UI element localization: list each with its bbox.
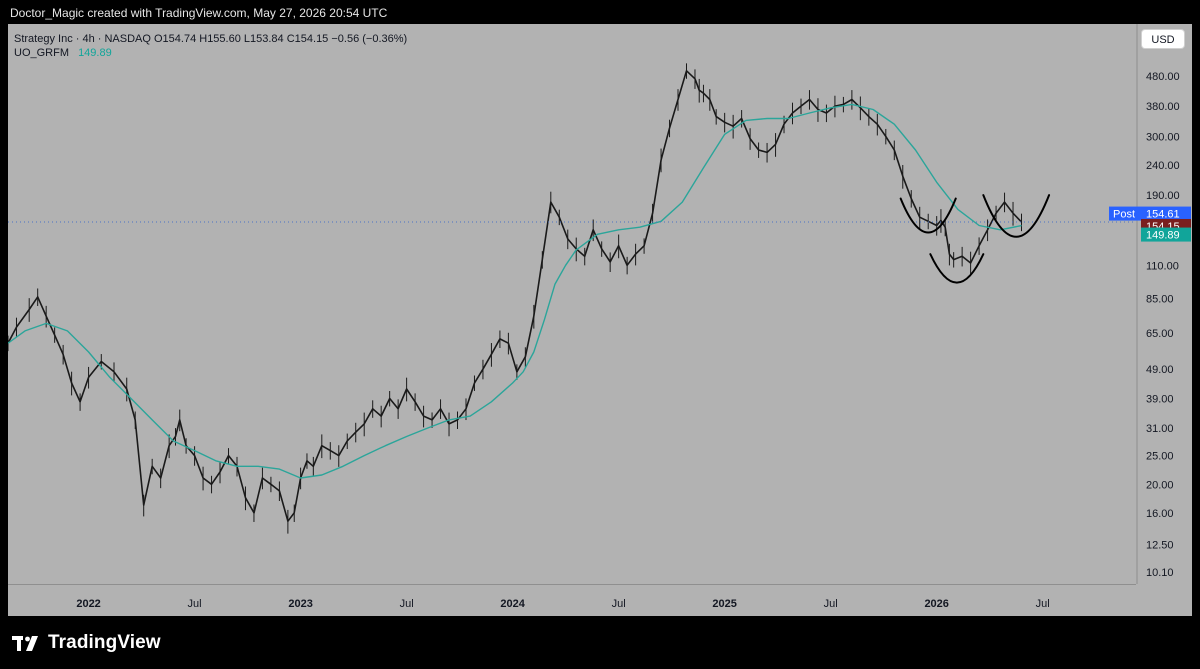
y-tick-label: 31.00	[1146, 423, 1174, 435]
ma-value-badge-text: 149.89	[1146, 230, 1180, 242]
post-label-tag	[1109, 206, 1141, 221]
drawing-arc	[929, 253, 985, 284]
x-tick-label: Jul	[824, 598, 838, 610]
y-tick-label: 12.50	[1146, 540, 1174, 552]
drawing-arc	[982, 194, 1051, 238]
ma-series-line	[8, 103, 1022, 479]
x-tick-label: Jul	[1036, 598, 1050, 610]
indicator-legend[interactable]: UO_GRFM 149.89	[14, 46, 407, 60]
post-price-badge-text: 154.61	[1146, 209, 1180, 221]
y-tick-label: 190.00	[1146, 190, 1180, 202]
x-tick-label: Jul	[612, 598, 626, 610]
indicator-value: 149.89	[78, 47, 112, 59]
y-tick-label: 39.00	[1146, 393, 1174, 405]
y-tick-label: 85.00	[1146, 293, 1174, 305]
tradingview-logo[interactable]: TradingView	[12, 631, 161, 655]
x-tick-label: 2023	[288, 598, 312, 610]
y-tick-label: 16.00	[1146, 508, 1174, 520]
post-label-text: Post	[1113, 209, 1135, 221]
post-price-badge	[1141, 206, 1191, 221]
chart-legend: Strategy Inc · 4h · NASDAQ O154.74 H155.…	[14, 32, 407, 60]
chart-caption: Doctor_Magic created with TradingView.co…	[10, 6, 388, 20]
x-tick-label: Jul	[188, 598, 202, 610]
y-tick-label: 380.00	[1146, 101, 1180, 113]
tradingview-brand: TradingView	[48, 632, 161, 653]
price-chart[interactable]: 640.00480.00380.00300.00240.00190.00150.…	[8, 24, 1192, 616]
y-tick-label: 25.00	[1146, 451, 1174, 463]
y-tick-label: 10.10	[1146, 567, 1174, 579]
y-tick-label: 20.00	[1146, 479, 1174, 491]
symbol-ohlc-line: Strategy Inc · 4h · NASDAQ O154.74 H155.…	[14, 33, 408, 45]
currency-button[interactable]: USD	[1141, 29, 1185, 49]
tradingview-logo-icon	[12, 636, 38, 651]
y-tick-label: 300.00	[1146, 131, 1180, 143]
x-tick-label: 2025	[712, 598, 736, 610]
ma-value-badge	[1141, 227, 1191, 242]
y-tick-label: 49.00	[1146, 364, 1174, 376]
x-tick-label: Jul	[400, 598, 414, 610]
x-tick-label: 2026	[924, 598, 948, 610]
price-series-line	[8, 70, 1023, 522]
drawing-arc	[899, 197, 957, 234]
y-tick-label: 110.00	[1146, 260, 1179, 272]
indicator-name: UO_GRFM	[14, 47, 69, 59]
chart-pane[interactable]: 640.00480.00380.00300.00240.00190.00150.…	[8, 24, 1192, 616]
x-tick-label: 2022	[76, 598, 100, 610]
y-tick-label: 65.00	[1146, 328, 1174, 340]
y-tick-label: 480.00	[1146, 71, 1180, 83]
x-tick-label: 2024	[500, 598, 525, 610]
y-tick-label: 240.00	[1146, 160, 1180, 172]
